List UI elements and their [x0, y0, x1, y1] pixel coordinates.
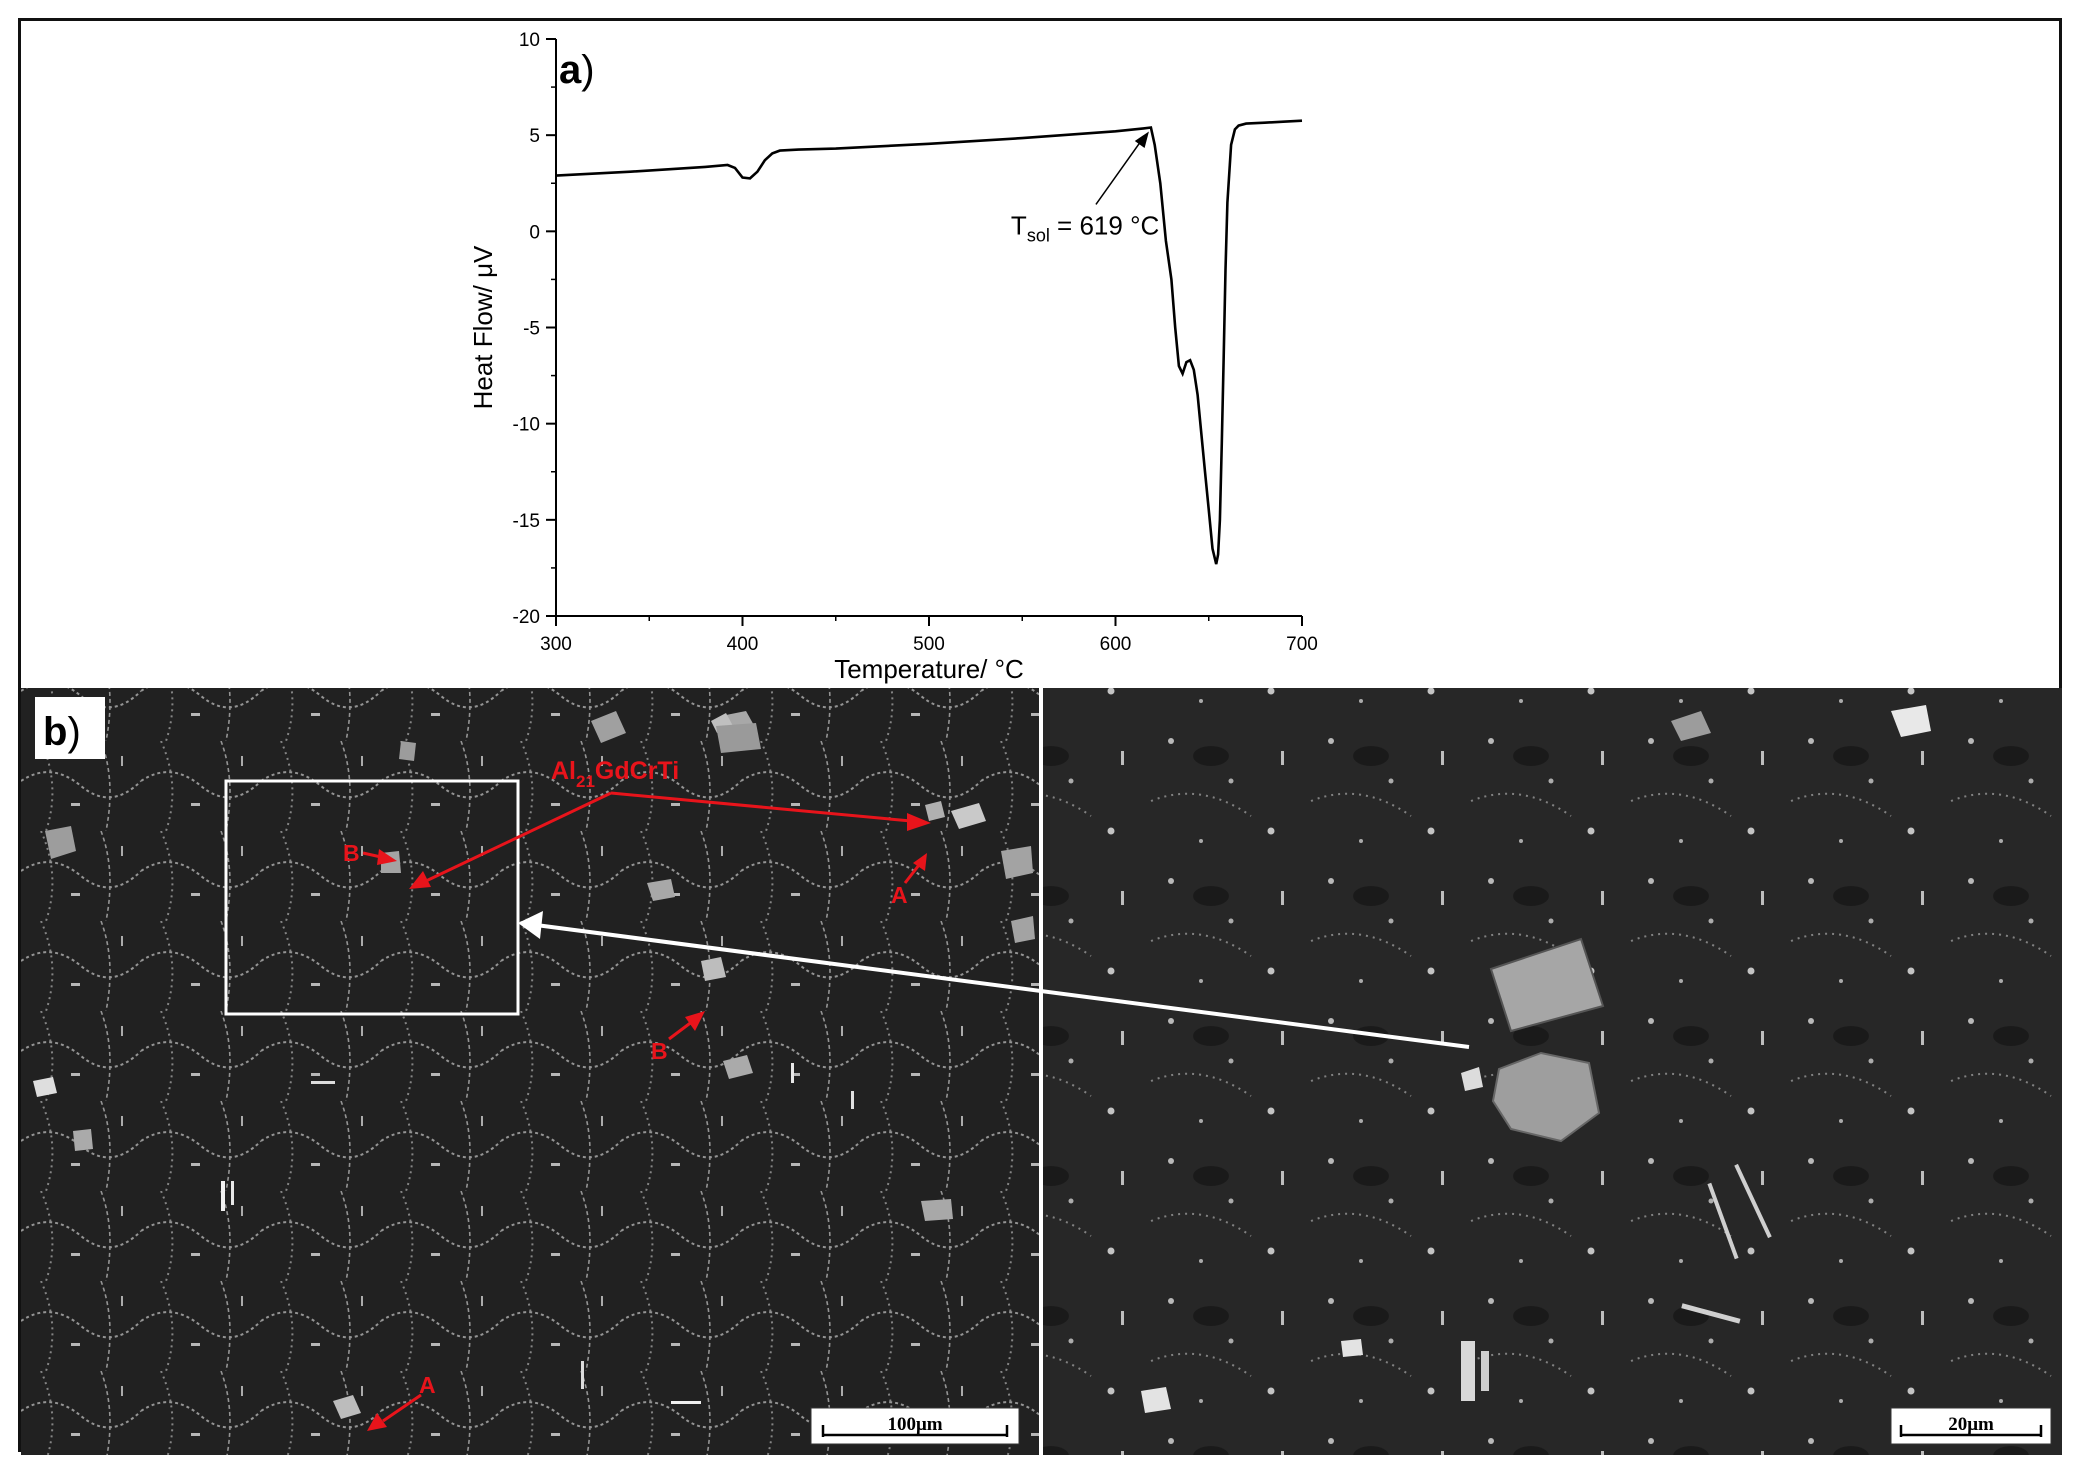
x-axis-label: Temperature/ °C	[834, 654, 1024, 684]
phase-particle-b	[1491, 1051, 1601, 1143]
panel-b-micrographs: 100μm 20μm	[21, 688, 2062, 1455]
phase-annotations: Al21GdCrTi B A B A	[343, 757, 931, 1431]
y-tick-label: 10	[519, 30, 540, 51]
scale-bar-20um: 20μm	[1890, 1407, 2052, 1445]
y-ticks: 10 5 0 -5 -10 -15 -20	[513, 30, 556, 628]
scale-label-left: 100μm	[887, 1414, 942, 1435]
tsol-label: Tsol = 619 °C	[1011, 210, 1159, 245]
y-axis-label: Heat Flow/ μV	[468, 245, 498, 409]
panel-a-chart: a) 300 400 500 600 700 10 5 0 -5 -10 -15 -20 Tempe…	[468, 30, 1318, 684]
scale-label-right: 20μm	[1948, 1414, 1994, 1435]
y-tick-label: -10	[513, 415, 540, 436]
x-tick-label: 600	[1100, 634, 1132, 655]
x-tick-label: 500	[913, 634, 945, 655]
figure-canvas: a) 300 400 500 600 700 10 5 0 -5 -10 -15 -20 Tempe…	[21, 30, 2062, 1455]
panel-a-label: a)	[559, 48, 595, 92]
scale-bar-100um: 100μm	[810, 1407, 1020, 1445]
y-tick-label: 0	[529, 222, 540, 243]
phase-particle-a	[1489, 937, 1605, 1033]
panel-b-label-box	[35, 697, 105, 759]
x-ticks: 300 400 500 600 700	[540, 616, 1318, 655]
image-divider	[1039, 688, 1043, 1455]
sem-image-low-mag: 100μm	[21, 688, 1039, 1455]
y-tick-label: 5	[529, 126, 540, 147]
figure-frame: a) 300 400 500 600 700 10 5 0 -5 -10 -15 -20 Tempe…	[18, 18, 2062, 1455]
panel-b-label: b)	[43, 710, 81, 754]
x-tick-label: 300	[540, 634, 572, 655]
y-tick-label: -5	[523, 319, 540, 340]
marker-b-2: B	[651, 1038, 668, 1064]
y-tick-label: -20	[513, 607, 540, 628]
sem-image-high-mag: 20μm	[1043, 688, 2062, 1455]
zoom-arrow	[518, 911, 1470, 1049]
heat-flow-curve	[555, 119, 1303, 565]
inset-box	[224, 779, 520, 1016]
y-tick-label: -15	[513, 511, 540, 532]
x-tick-label: 400	[727, 634, 759, 655]
marker-a-1: A	[891, 882, 908, 908]
marker-a-2: A	[419, 1372, 436, 1398]
phase-label: Al21GdCrTi	[551, 757, 679, 791]
marker-b-1: B	[343, 840, 360, 866]
tsol-annotation: Tsol = 619 °C	[1011, 131, 1159, 245]
x-tick-label: 700	[1286, 634, 1318, 655]
